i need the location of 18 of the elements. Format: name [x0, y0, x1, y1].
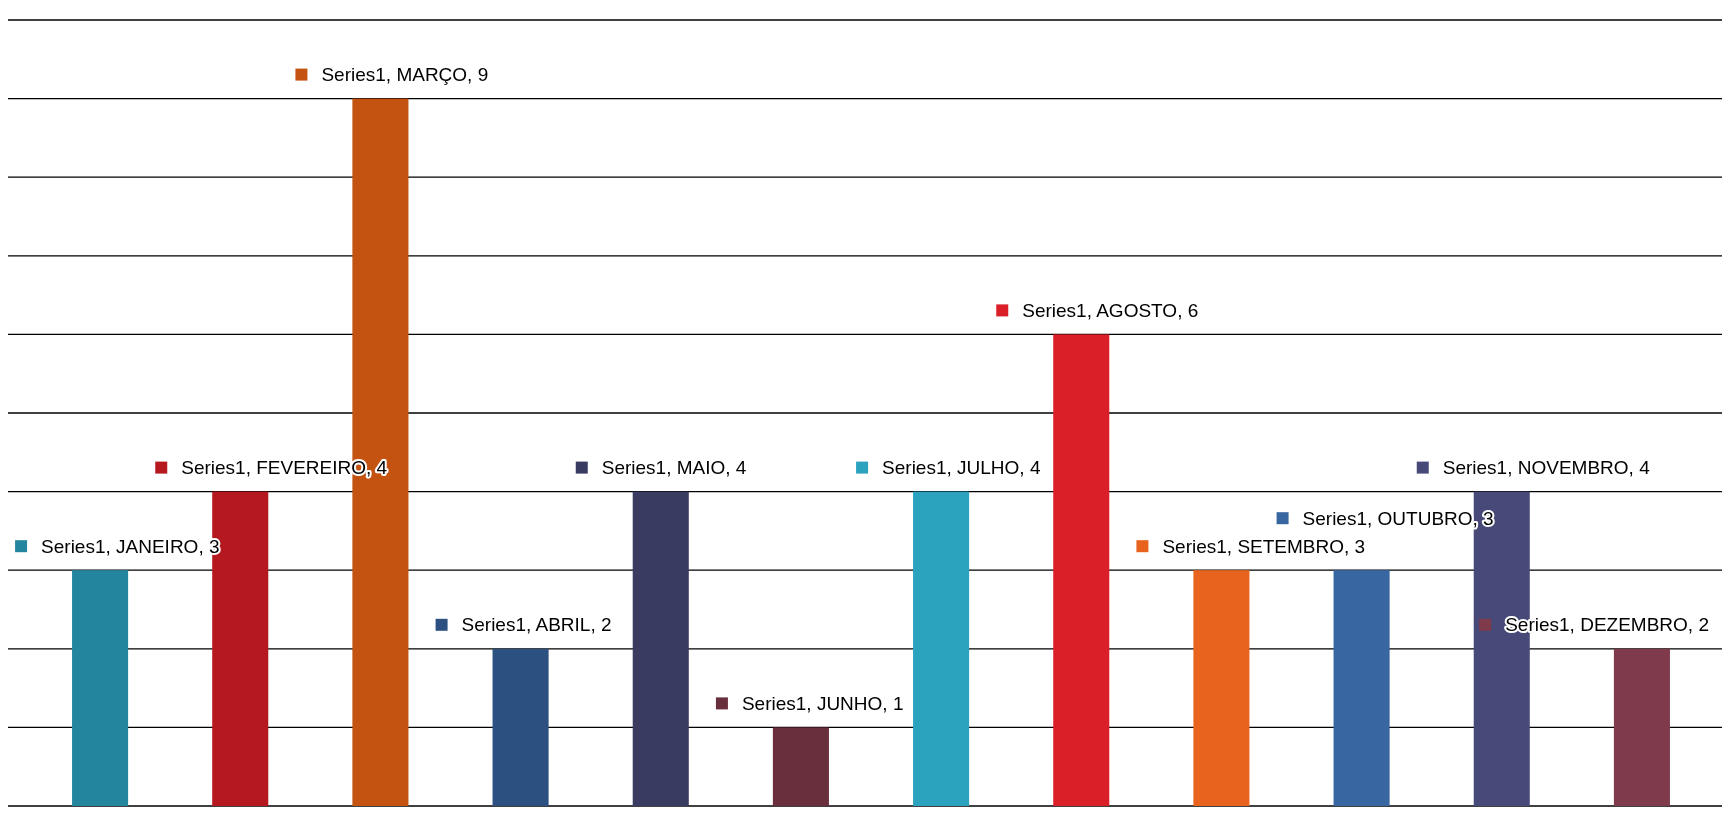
data-label: Series1, SETEMBRO, 3 [1162, 535, 1366, 557]
bar [212, 491, 269, 806]
data-label: Series1, ABRIL, 2 [461, 614, 612, 636]
bar [632, 491, 689, 806]
data-label: Series1, JUNHO, 1 [741, 693, 904, 715]
data-label: Series1, MARÇO, 9 [321, 64, 489, 86]
bar [1053, 334, 1110, 806]
bar [913, 491, 970, 806]
data-label: Series1, NOVEMBRO, 4 [1442, 457, 1651, 479]
bar [72, 570, 129, 806]
bar [1193, 570, 1250, 806]
data-label: Series1, AGOSTO, 6 [1022, 300, 1199, 322]
bar [772, 727, 829, 806]
data-label: Series1, MAIO, 4 [601, 457, 747, 479]
bar [1613, 648, 1670, 806]
bar [492, 648, 549, 806]
bar [1333, 570, 1390, 806]
data-label: Series1, JULHO, 4 [882, 457, 1041, 479]
